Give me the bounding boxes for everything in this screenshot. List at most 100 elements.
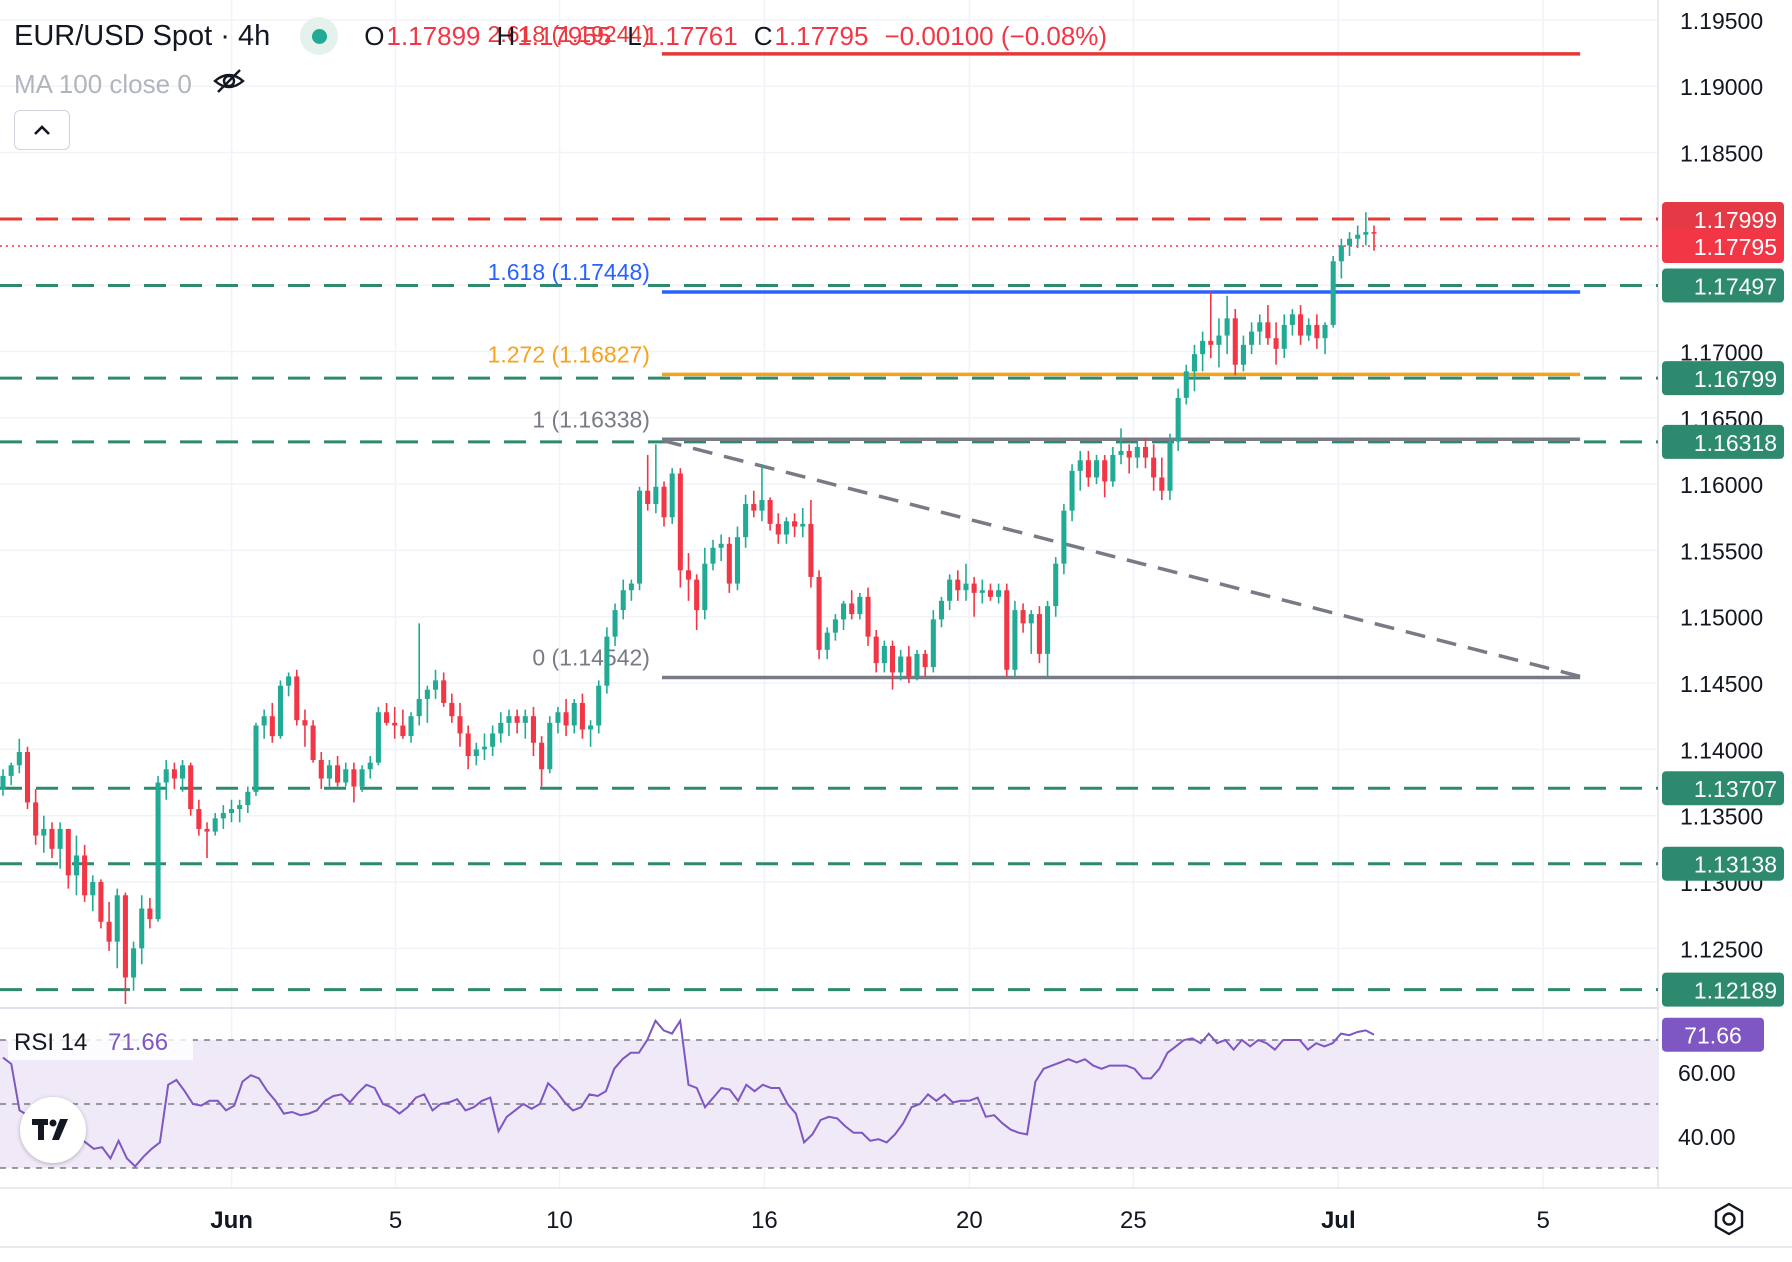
candle: [783, 517, 789, 544]
candle-body: [375, 712, 381, 763]
collapse-legend-button[interactable]: [14, 110, 70, 150]
candle-body: [481, 746, 488, 750]
candle: [661, 481, 667, 527]
level-price-tag-text: 1.12189: [1694, 978, 1777, 1004]
candle-body: [1053, 563, 1059, 607]
candle-body: [1102, 460, 1108, 482]
horizontal-levels[interactable]: [0, 217, 1658, 992]
rsi-band: [0, 1039, 1658, 1169]
candle-body: [1004, 590, 1010, 670]
rsi-series-line: [2, 1017, 1375, 1168]
level-price-tag: 1.16318: [1662, 424, 1784, 459]
time-axis[interactable]: Jun 5 10 16 20 25 Jul 5: [210, 1207, 1550, 1234]
candle-body: [743, 504, 749, 538]
hidden-eye-icon[interactable]: [212, 68, 246, 101]
candle-body: [237, 805, 243, 810]
trendline[interactable]: [661, 438, 1581, 679]
time-tick-label: Jun: [210, 1207, 253, 1234]
level-price-tag-text: 1.17999: [1694, 207, 1777, 233]
candle-body: [1216, 335, 1222, 345]
candle: [938, 596, 945, 628]
candle: [694, 574, 700, 630]
candle-body: [359, 769, 365, 787]
candle: [1036, 606, 1042, 664]
candle-body: [155, 782, 161, 920]
candle: [1314, 314, 1320, 349]
candle-body: [65, 828, 71, 876]
level-price-tag-bg: [1662, 424, 1784, 459]
candle-body: [1028, 614, 1034, 624]
candle: [155, 775, 161, 922]
indicator-legend[interactable]: MA 100 close 0: [14, 64, 246, 104]
level-price-tag: 1.13138: [1662, 846, 1784, 881]
candle: [604, 627, 610, 694]
price-tick-label: 1.13500: [1680, 804, 1763, 830]
candle: [979, 579, 985, 604]
rsi-legend-title: RSI 14: [14, 1029, 87, 1056]
candle: [65, 828, 71, 889]
rsi-legend[interactable]: RSI 14 71.66: [8, 1024, 193, 1060]
candle-body: [1240, 344, 1246, 365]
candle-body: [131, 948, 137, 978]
settings-icon[interactable]: [1712, 1202, 1746, 1236]
open-value: 1.17899: [386, 20, 481, 51]
price-tick-label: 1.14000: [1680, 737, 1763, 763]
candle: [759, 464, 765, 522]
candle-body: [408, 716, 414, 737]
candle-body: [653, 486, 659, 504]
candle-body: [1094, 460, 1100, 478]
candle: [139, 895, 145, 965]
candle: [49, 822, 55, 859]
candle: [375, 706, 381, 766]
candle-body: [269, 716, 275, 737]
candle-body: [490, 733, 496, 747]
candle: [180, 759, 186, 792]
candle-body: [947, 579, 953, 601]
candle: [726, 537, 732, 593]
candle: [24, 746, 31, 810]
descending-trendline[interactable]: [661, 438, 1581, 679]
fibonacci-extension[interactable]: 2.618 (1.19244) 1.618 (1.17448) 1.272 (1.1…: [488, 21, 1581, 680]
candle-body: [759, 500, 765, 511]
candle: [906, 645, 912, 684]
candle-body: [1208, 340, 1214, 345]
tradingview-logo[interactable]: [20, 1097, 86, 1163]
candle-body: [726, 543, 732, 584]
candle-body: [8, 765, 14, 776]
price-tick-label: 1.19000: [1680, 74, 1763, 100]
candle: [131, 941, 137, 991]
candle-body: [522, 716, 528, 723]
symbol-title[interactable]: EUR/USD Spot · 4h: [14, 19, 271, 52]
candle-body: [82, 855, 88, 896]
candle: [628, 579, 634, 601]
level-price-tag-text: 1.16799: [1694, 366, 1777, 392]
candle-body: [637, 490, 643, 584]
candle-body: [832, 619, 838, 633]
candle: [1330, 255, 1336, 328]
low-label: L: [627, 20, 642, 51]
candle: [955, 570, 961, 601]
level-price-tag-bg: [1662, 361, 1784, 396]
candle-body: [702, 563, 708, 611]
time-tick-label: 25: [1120, 1207, 1147, 1234]
candle-body: [1191, 354, 1197, 372]
candle-body: [245, 791, 251, 806]
candle-body: [98, 882, 104, 922]
candle-body: [106, 921, 112, 942]
level-price-tag: 1.17999: [1662, 201, 1784, 236]
candle: [1191, 344, 1197, 392]
rsi-tick-label: 60.00: [1678, 1060, 1736, 1086]
candle: [82, 844, 88, 902]
candle-body: [1045, 606, 1051, 654]
candle: [196, 799, 202, 836]
candle: [898, 649, 904, 681]
candle: [269, 702, 275, 743]
candle-body: [0, 775, 6, 790]
candle: [808, 500, 814, 588]
candle: [947, 574, 953, 611]
candle-body: [955, 579, 961, 591]
candle: [841, 600, 847, 630]
candle: [588, 720, 594, 747]
candle-body: [1346, 238, 1353, 246]
